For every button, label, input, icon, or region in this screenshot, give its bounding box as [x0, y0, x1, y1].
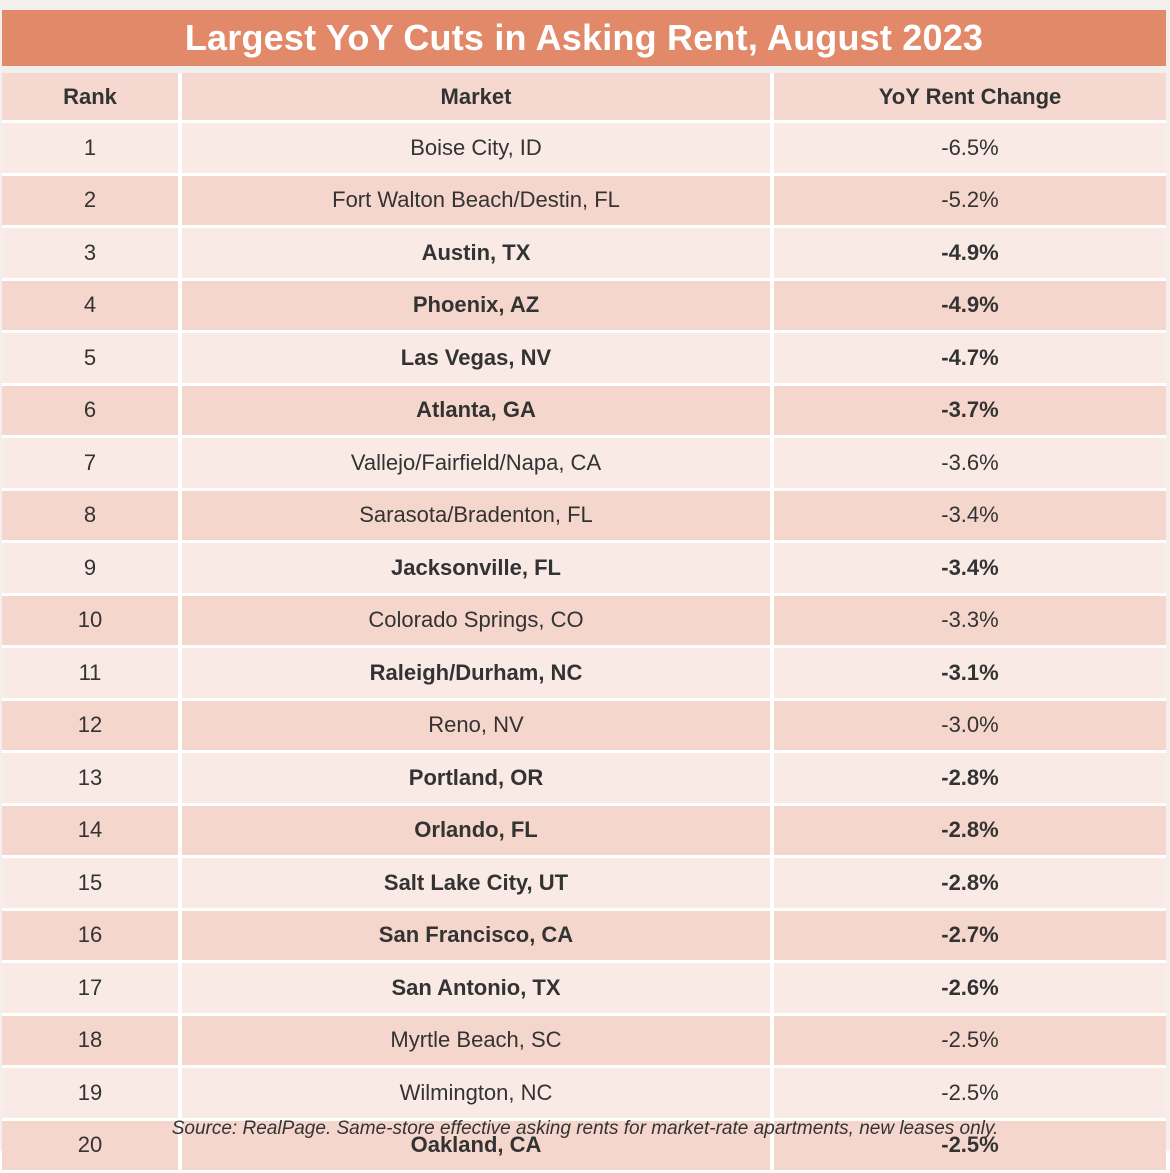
market-cell: Reno, NV	[180, 699, 774, 753]
rank-cell: 18	[2, 1014, 182, 1068]
rent-change-cell: -3.6%	[772, 436, 1166, 491]
table-row: 12 Reno, NV -3.0%	[2, 699, 1166, 753]
rank-cell: 2	[2, 174, 182, 228]
market-cell: Fort Walton Beach/Destin, FL	[180, 174, 774, 228]
rank-cell: 1	[2, 121, 182, 176]
table-body: 1 Boise City, ID -6.5% 2 Fort Walton Beach/D…	[2, 121, 1166, 1173]
market-cell: Las Vegas, NV	[180, 331, 774, 386]
table-row: 5 Las Vegas, NV -4.7%	[2, 331, 1166, 386]
rent-change-cell: -3.3%	[772, 594, 1166, 648]
table-row: 11 Raleigh/Durham, NC -3.1%	[2, 646, 1166, 701]
source-note: Source: RealPage. Same-store effective a…	[171, 1118, 999, 1139]
rank-cell: 7	[2, 436, 182, 491]
rent-change-cell: -2.5%	[772, 1014, 1166, 1068]
rent-change-cell: -5.2%	[772, 174, 1166, 228]
rank-cell: 14	[2, 804, 182, 858]
table-row: 3 Austin, TX -4.9%	[2, 226, 1166, 281]
rank-cell: 17	[2, 961, 182, 1016]
rank-cell: 6	[2, 384, 182, 438]
rent-change-cell: -4.9%	[772, 279, 1166, 333]
rank-cell: 15	[2, 856, 182, 911]
market-cell: Myrtle Beach, SC	[180, 1014, 774, 1068]
rent-change-cell: -3.7%	[772, 384, 1166, 438]
rent-change-cell: -3.0%	[772, 699, 1166, 753]
market-cell: Phoenix, AZ	[180, 279, 774, 333]
rent-change-cell: -4.7%	[772, 331, 1166, 386]
rank-cell: 13	[2, 751, 182, 806]
table-row: 16 San Francisco, CA -2.7%	[2, 909, 1166, 963]
rent-change-cell: -2.8%	[772, 751, 1166, 806]
table-row: 19 Wilmington, NC -2.5%	[2, 1066, 1166, 1121]
market-cell: Salt Lake City, UT	[180, 856, 774, 911]
rank-cell: 11	[2, 646, 182, 701]
rent-change-cell: -3.1%	[772, 646, 1166, 701]
rent-change-cell: -2.8%	[772, 804, 1166, 858]
rank-cell: 8	[2, 489, 182, 543]
rank-cell: 16	[2, 909, 182, 963]
market-cell: Orlando, FL	[180, 804, 774, 858]
title-bar: Largest YoY Cuts in Asking Rent, August …	[2, 10, 1166, 66]
market-cell: Wilmington, NC	[180, 1066, 774, 1121]
table-header-row: Rank Market YoY Rent Change	[2, 73, 1166, 123]
table-row: 15 Salt Lake City, UT -2.8%	[2, 856, 1166, 911]
rank-cell: 4	[2, 279, 182, 333]
rent-table: Rank Market YoY Rent Change 1 Boise City,…	[2, 73, 1166, 1173]
table-row: 14 Orlando, FL -2.8%	[2, 804, 1166, 858]
table-row: 10 Colorado Springs, CO -3.3%	[2, 594, 1166, 648]
rank-cell: 12	[2, 699, 182, 753]
market-cell: Raleigh/Durham, NC	[180, 646, 774, 701]
rent-change-cell: -2.6%	[772, 961, 1166, 1016]
table-row: 9 Jacksonville, FL -3.4%	[2, 541, 1166, 596]
table-row: 18 Myrtle Beach, SC -2.5%	[2, 1014, 1166, 1068]
table-row: 6 Atlanta, GA -3.7%	[2, 384, 1166, 438]
header-rent-change: YoY Rent Change	[772, 73, 1166, 123]
table-row: 13 Portland, OR -2.8%	[2, 751, 1166, 806]
market-cell: Sarasota/Bradenton, FL	[180, 489, 774, 543]
rank-cell: 10	[2, 594, 182, 648]
market-cell: Portland, OR	[180, 751, 774, 806]
table-row: 4 Phoenix, AZ -4.9%	[2, 279, 1166, 333]
market-cell: Atlanta, GA	[180, 384, 774, 438]
rent-change-cell: -6.5%	[772, 121, 1166, 176]
table-row: 1 Boise City, ID -6.5%	[2, 121, 1166, 176]
table-row: 7 Vallejo/Fairfield/Napa, CA -3.6%	[2, 436, 1166, 491]
rank-cell: 3	[2, 226, 182, 281]
page-title: Largest YoY Cuts in Asking Rent, August …	[184, 17, 984, 58]
market-cell: San Francisco, CA	[180, 909, 774, 963]
market-cell: Boise City, ID	[180, 121, 774, 176]
market-cell: Vallejo/Fairfield/Napa, CA	[180, 436, 774, 491]
market-cell: Jacksonville, FL	[180, 541, 774, 596]
rent-change-cell: -2.5%	[772, 1066, 1166, 1121]
table-row: 17 San Antonio, TX -2.6%	[2, 961, 1166, 1016]
header-rank: Rank	[2, 73, 182, 123]
rank-cell: 19	[2, 1066, 182, 1121]
rent-change-cell: -3.4%	[772, 489, 1166, 543]
rank-cell: 9	[2, 541, 182, 596]
rent-change-cell: -3.4%	[772, 541, 1166, 596]
table-row: 2 Fort Walton Beach/Destin, FL -5.2%	[2, 174, 1166, 228]
rent-change-cell: -2.7%	[772, 909, 1166, 963]
market-cell: Austin, TX	[180, 226, 774, 281]
table-row: 8 Sarasota/Bradenton, FL -3.4%	[2, 489, 1166, 543]
market-cell: San Antonio, TX	[180, 961, 774, 1016]
rent-change-cell: -2.8%	[772, 856, 1166, 911]
header-market: Market	[180, 73, 774, 123]
rent-change-cell: -4.9%	[772, 226, 1166, 281]
rank-cell: 5	[2, 331, 182, 386]
market-cell: Colorado Springs, CO	[180, 594, 774, 648]
